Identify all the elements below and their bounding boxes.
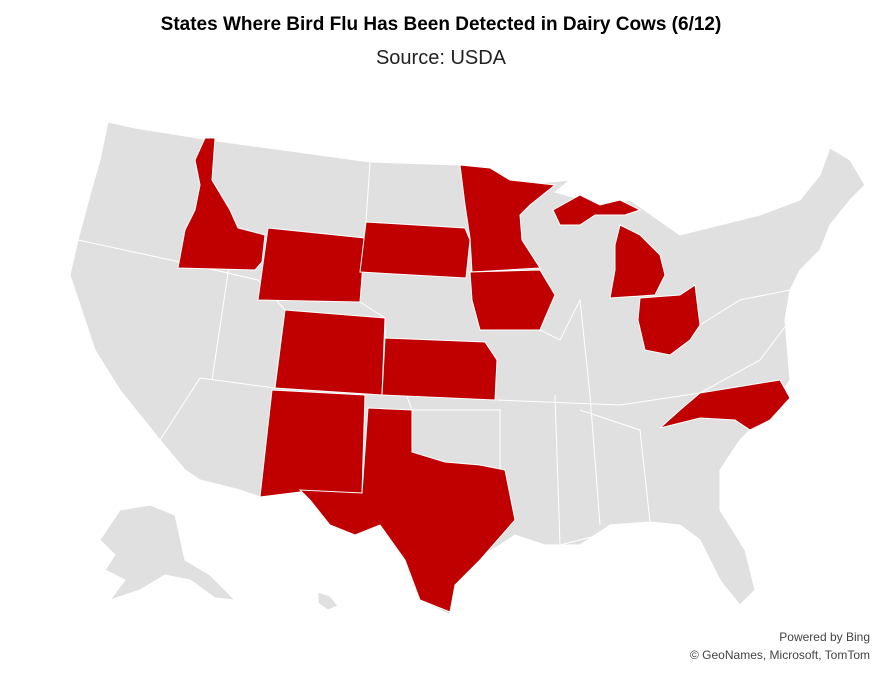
credit: Powered by Bing bbox=[779, 630, 870, 644]
state bbox=[659, 379, 791, 431]
alaska bbox=[99, 504, 237, 601]
state-borders bbox=[699, 249, 821, 326]
state-borders bbox=[554, 394, 651, 546]
state bbox=[298, 407, 516, 613]
state bbox=[637, 284, 701, 356]
state bbox=[177, 137, 266, 271]
state bbox=[469, 269, 556, 331]
state bbox=[459, 164, 557, 273]
state-borders bbox=[539, 298, 601, 526]
hawaii bbox=[317, 591, 339, 611]
state bbox=[257, 227, 366, 303]
state bbox=[274, 309, 386, 396]
state bbox=[552, 194, 642, 226]
state bbox=[609, 224, 666, 299]
map-title: States Where Bird Flu Has Been Detected … bbox=[161, 14, 722, 35]
detected-states bbox=[177, 137, 791, 613]
state bbox=[259, 389, 366, 498]
state bbox=[381, 337, 498, 401]
map-subtitle: Source: USDA bbox=[376, 47, 507, 69]
credit: © GeoNames, Microsoft, TomTom bbox=[690, 648, 870, 662]
state bbox=[359, 221, 471, 279]
